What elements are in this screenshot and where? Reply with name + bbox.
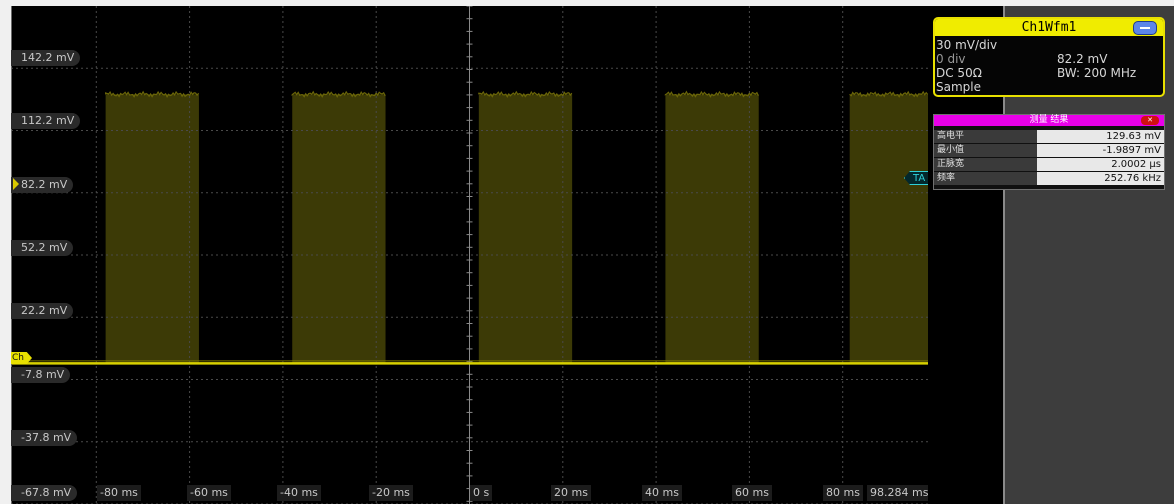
x-axis-label: -60 ms xyxy=(187,485,231,501)
close-icon[interactable]: ✕ xyxy=(1141,116,1159,125)
coupling-termination: DC 50Ω xyxy=(936,66,982,80)
measurement-name: 最小值 xyxy=(934,144,1037,157)
measurement-results-title: 测量 结果 ✕ xyxy=(934,115,1164,126)
waveform-plot xyxy=(11,6,928,504)
x-axis-label: 0 s xyxy=(470,485,493,501)
measurement-name: 频率 xyxy=(934,172,1037,185)
burst-top-edge xyxy=(478,90,573,99)
burst-top-edge xyxy=(104,90,200,99)
bandwidth-limit: BW: 200 MHz xyxy=(1057,66,1137,80)
measurement-results-panel[interactable]: 测量 结果 ✕ 高电平 129.63 mV 最小值 -1.9897 mV 正脉宽… xyxy=(933,114,1165,190)
trigger-level-arrow-icon[interactable] xyxy=(13,178,19,190)
measurement-results-title-text: 测量 结果 xyxy=(1029,115,1069,125)
acquisition-mode: Sample xyxy=(936,80,981,94)
x-axis-label: 60 ms xyxy=(732,485,772,501)
waveform-display[interactable]: 142.2 mV 112.2 mV 82.2 mV 52.2 mV 22.2 m… xyxy=(11,6,928,504)
trigger-marker[interactable]: TA xyxy=(904,171,928,185)
vertical-scale: 30 mV/div xyxy=(936,38,998,52)
x-axis-label: -20 ms xyxy=(369,485,413,501)
y-axis-label: 52.2 mV xyxy=(11,240,74,256)
vertical-position: 0 div xyxy=(936,52,966,66)
measurement-row[interactable]: 最小值 -1.9897 mV xyxy=(934,144,1164,158)
channel-1-badge[interactable]: Ch1Wfm1 30 mV/div 0 div 82.2 mV DC 50Ω B… xyxy=(933,17,1165,97)
panel-divider[interactable] xyxy=(1003,6,1005,504)
y-axis-label: 142.2 mV xyxy=(11,50,81,66)
x-axis-label: 40 ms xyxy=(642,485,682,501)
burst-top-edge xyxy=(664,90,759,98)
measurement-name: 高电平 xyxy=(934,130,1037,143)
burst-top-edge xyxy=(291,90,386,99)
signal-burst xyxy=(478,94,573,364)
channel-1-ground-marker[interactable]: Ch xyxy=(11,352,32,364)
x-axis-label: -40 ms xyxy=(277,485,321,501)
vertical-offset: 82.2 mV xyxy=(1057,52,1108,66)
y-axis-label: -37.8 mV xyxy=(11,430,78,446)
signal-burst xyxy=(105,94,199,364)
y-axis-label: -67.8 mV xyxy=(11,485,78,501)
measurement-value: 129.63 mV xyxy=(1037,130,1164,143)
badge-title: Ch1Wfm1 xyxy=(935,19,1163,36)
measurement-value: 252.76 kHz xyxy=(1037,172,1164,185)
x-axis-label: -80 ms xyxy=(97,485,141,501)
y-axis-label: -7.8 mV xyxy=(11,367,71,383)
y-axis-label: 112.2 mV xyxy=(11,113,81,129)
x-axis-label: 80 ms xyxy=(823,485,863,501)
y-axis-label: 82.2 mV xyxy=(11,177,74,193)
x-axis-label: 20 ms xyxy=(551,485,591,501)
x-axis-label: 98.284 ms xyxy=(867,485,928,501)
measurement-name: 正脉宽 xyxy=(934,158,1037,171)
burst-top-edge xyxy=(849,90,928,98)
measurement-row[interactable]: 高电平 129.63 mV xyxy=(934,130,1164,144)
y-axis-label: 22.2 mV xyxy=(11,303,74,319)
measurement-value: -1.9897 mV xyxy=(1037,144,1164,157)
signal-burst xyxy=(849,94,928,364)
collapse-badge-icon[interactable] xyxy=(1133,21,1157,35)
measurement-value: 2.0002 µs xyxy=(1037,158,1164,171)
measurement-row[interactable]: 正脉宽 2.0002 µs xyxy=(934,158,1164,172)
signal-burst xyxy=(665,94,759,364)
measurement-row[interactable]: 频率 252.76 kHz xyxy=(934,172,1164,186)
signal-burst xyxy=(292,94,386,364)
